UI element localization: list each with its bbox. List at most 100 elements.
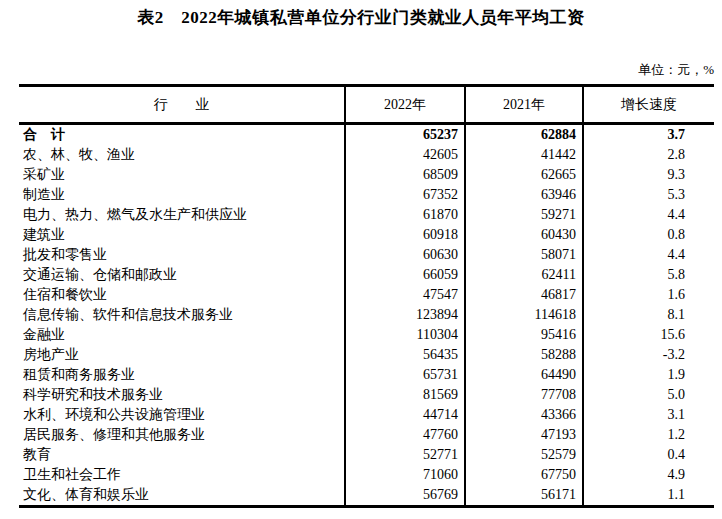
value-2022-cell: 60630 <box>345 245 465 265</box>
col-header-industry: 行 业 <box>19 86 345 124</box>
value-2021-cell: 77708 <box>465 385 583 405</box>
growth-cell: 0.4 <box>583 445 714 465</box>
growth-cell: 5.8 <box>583 265 714 285</box>
value-2021-cell: 95416 <box>465 325 583 345</box>
value-2021-cell: 58288 <box>465 345 583 365</box>
industry-cell: 批发和零售业 <box>19 245 345 265</box>
growth-cell: 1.9 <box>583 365 714 385</box>
table-row: 批发和零售业 60630 58071 4.4 <box>19 245 714 265</box>
value-2022-cell: 68509 <box>345 165 465 185</box>
wage-table: 行 业 2022年 2021年 增长速度 合 计 65237 62884 3.7… <box>19 84 714 508</box>
growth-cell: 1.6 <box>583 285 714 305</box>
industry-cell: 教育 <box>19 445 345 465</box>
value-2022-cell: 60918 <box>345 225 465 245</box>
value-2021-cell: 46817 <box>465 285 583 305</box>
industry-cell: 金融业 <box>19 325 345 345</box>
value-2022-cell: 61870 <box>345 205 465 225</box>
growth-cell: 15.6 <box>583 325 714 345</box>
col-header-2021: 2021年 <box>465 86 583 124</box>
value-2022-cell: 67352 <box>345 185 465 205</box>
table-row: 电力、热力、燃气及水生产和供应业 61870 59271 4.4 <box>19 205 714 225</box>
table-row: 居民服务、修理和其他服务业 47760 47193 1.2 <box>19 425 714 445</box>
table-row: 合 计 65237 62884 3.7 <box>19 124 714 146</box>
growth-cell: 8.1 <box>583 305 714 325</box>
industry-cell: 农、林、牧、渔业 <box>19 145 345 165</box>
growth-cell: 2.8 <box>583 145 714 165</box>
value-2022-cell: 110304 <box>345 325 465 345</box>
industry-cell: 信息传输、软件和信息技术服务业 <box>19 305 345 325</box>
industry-cell: 文化、体育和娱乐业 <box>19 485 345 507</box>
value-2021-cell: 67750 <box>465 465 583 485</box>
table-row: 房地产业 56435 58288 -3.2 <box>19 345 714 365</box>
value-2021-cell: 64490 <box>465 365 583 385</box>
industry-cell: 交通运输、仓储和邮政业 <box>19 265 345 285</box>
growth-cell: 4.4 <box>583 205 714 225</box>
value-2022-cell: 123894 <box>345 305 465 325</box>
growth-cell: 4.9 <box>583 465 714 485</box>
unit-note: 单位：元，% <box>0 61 722 79</box>
table-row: 文化、体育和娱乐业 56769 56171 1.1 <box>19 485 714 507</box>
value-2021-cell: 41442 <box>465 145 583 165</box>
industry-cell: 房地产业 <box>19 345 345 365</box>
industry-cell: 租赁和商务服务业 <box>19 365 345 385</box>
industry-cell: 建筑业 <box>19 225 345 245</box>
table-row: 交通运输、仓储和邮政业 66059 62411 5.8 <box>19 265 714 285</box>
table-row: 科学研究和技术服务业 81569 77708 5.0 <box>19 385 714 405</box>
table-row: 卫生和社会工作 71060 67750 4.9 <box>19 465 714 485</box>
growth-cell: 3.7 <box>583 124 714 146</box>
value-2021-cell: 63946 <box>465 185 583 205</box>
industry-cell: 卫生和社会工作 <box>19 465 345 485</box>
table-row: 水利、环境和公共设施管理业 44714 43366 3.1 <box>19 405 714 425</box>
growth-cell: 3.1 <box>583 405 714 425</box>
value-2022-cell: 56769 <box>345 485 465 507</box>
value-2022-cell: 66059 <box>345 265 465 285</box>
value-2021-cell: 60430 <box>465 225 583 245</box>
growth-cell: 5.3 <box>583 185 714 205</box>
value-2021-cell: 62411 <box>465 265 583 285</box>
growth-cell: 1.2 <box>583 425 714 445</box>
industry-cell: 居民服务、修理和其他服务业 <box>19 425 345 445</box>
value-2022-cell: 52771 <box>345 445 465 465</box>
value-2022-cell: 47547 <box>345 285 465 305</box>
growth-cell: -3.2 <box>583 345 714 365</box>
value-2021-cell: 43366 <box>465 405 583 425</box>
industry-cell: 电力、热力、燃气及水生产和供应业 <box>19 205 345 225</box>
industry-cell: 住宿和餐饮业 <box>19 285 345 305</box>
value-2022-cell: 81569 <box>345 385 465 405</box>
growth-cell: 5.0 <box>583 385 714 405</box>
value-2021-cell: 62665 <box>465 165 583 185</box>
table-row: 采矿业 68509 62665 9.3 <box>19 165 714 185</box>
industry-cell: 合 计 <box>19 124 345 146</box>
value-2022-cell: 65731 <box>345 365 465 385</box>
col-header-2022: 2022年 <box>345 86 465 124</box>
table-row: 制造业 67352 63946 5.3 <box>19 185 714 205</box>
growth-cell: 1.1 <box>583 485 714 507</box>
industry-cell: 科学研究和技术服务业 <box>19 385 345 405</box>
industry-cell: 制造业 <box>19 185 345 205</box>
industry-cell: 采矿业 <box>19 165 345 185</box>
value-2021-cell: 59271 <box>465 205 583 225</box>
value-2022-cell: 42605 <box>345 145 465 165</box>
header-row: 行 业 2022年 2021年 增长速度 <box>19 86 714 124</box>
table-row: 信息传输、软件和信息技术服务业 123894 114618 8.1 <box>19 305 714 325</box>
industry-cell: 水利、环境和公共设施管理业 <box>19 405 345 425</box>
value-2021-cell: 62884 <box>465 124 583 146</box>
value-2021-cell: 58071 <box>465 245 583 265</box>
value-2022-cell: 44714 <box>345 405 465 425</box>
col-header-growth: 增长速度 <box>583 86 714 124</box>
growth-cell: 4.4 <box>583 245 714 265</box>
table-title: 表2 2022年城镇私营单位分行业门类就业人员年平均工资 <box>0 0 722 29</box>
table-body: 合 计 65237 62884 3.7 农、林、牧、渔业 42605 41442… <box>19 124 714 507</box>
value-2021-cell: 52579 <box>465 445 583 465</box>
document-page: 表2 2022年城镇私营单位分行业门类就业人员年平均工资 单位：元，% 行 业 … <box>0 0 722 508</box>
value-2022-cell: 47760 <box>345 425 465 445</box>
value-2022-cell: 65237 <box>345 124 465 146</box>
growth-cell: 0.8 <box>583 225 714 245</box>
value-2022-cell: 56435 <box>345 345 465 365</box>
table-row: 住宿和餐饮业 47547 46817 1.6 <box>19 285 714 305</box>
value-2021-cell: 56171 <box>465 485 583 507</box>
value-2022-cell: 71060 <box>345 465 465 485</box>
table-row: 农、林、牧、渔业 42605 41442 2.8 <box>19 145 714 165</box>
growth-cell: 9.3 <box>583 165 714 185</box>
table-row: 建筑业 60918 60430 0.8 <box>19 225 714 245</box>
